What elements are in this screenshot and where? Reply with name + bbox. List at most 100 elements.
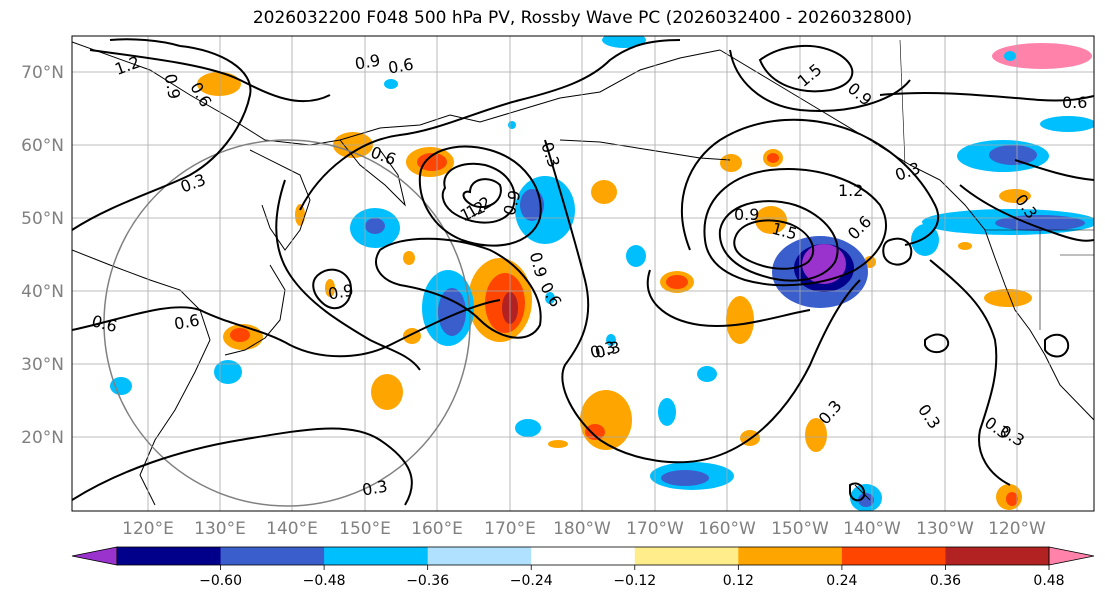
anomaly-neg-15	[658, 398, 676, 426]
colorbar-over-arrow	[1048, 546, 1095, 566]
lat-label: 60°N	[21, 136, 64, 156]
coast-aleutians	[559, 139, 731, 161]
anomaly-pos-1	[197, 72, 241, 96]
anomaly-pos-7b	[585, 424, 605, 440]
coast-siberia	[72, 41, 721, 146]
colorbar-tick-label: −0.36	[406, 573, 449, 589]
contour-9	[312, 268, 352, 310]
contour-label: 0.9	[327, 280, 355, 303]
anomaly-neg-11b	[858, 493, 874, 507]
anomaly-pos-10	[726, 296, 754, 344]
colorbar-segment	[945, 547, 1050, 565]
colorbar-frame	[116, 546, 1050, 566]
anomaly-neg-17	[515, 419, 541, 437]
lon-label: 170°E	[484, 519, 536, 539]
contour-26	[849, 482, 866, 502]
colorbar-segment	[634, 547, 739, 565]
contour-label: 0.9	[353, 50, 381, 73]
contour-label: 0.9	[734, 205, 759, 224]
contour-23	[882, 237, 913, 266]
contour-16	[681, 118, 940, 251]
lon-label: 150°W	[771, 519, 829, 539]
contour-2	[89, 49, 331, 103]
anomaly-pos-26	[295, 204, 305, 226]
lon-label: 120°W	[988, 519, 1046, 539]
coast-okhotsk	[249, 149, 311, 251]
coast-japan	[224, 264, 286, 356]
contour-17	[647, 269, 811, 327]
contour-6	[418, 145, 542, 247]
lon-label: 160°E	[411, 519, 463, 539]
lat-label: 70°N	[21, 63, 64, 83]
anomaly-neg-12	[214, 360, 242, 384]
contour-12	[544, 139, 861, 464]
anomaly-neg-16	[697, 366, 717, 382]
contour-label: 0.6	[173, 310, 201, 333]
lon-label: 140°E	[266, 519, 318, 539]
lon-label: 180°W	[553, 519, 611, 539]
contour-21	[959, 184, 1094, 242]
contour-label: 0.6	[1062, 93, 1087, 112]
contour-19	[729, 49, 911, 112]
contour-label: 0.9	[161, 72, 184, 100]
lon-label: 140°W	[843, 519, 901, 539]
colorbar-segment	[324, 547, 429, 565]
lon-label: 150°E	[339, 519, 391, 539]
anomaly-pos-6	[371, 374, 403, 410]
colorbar-tick-label: 0.24	[826, 573, 857, 589]
anomaly-pos-12b	[767, 153, 779, 163]
colorbar-tick-label: −0.24	[510, 573, 553, 589]
lon-label: 130°W	[916, 519, 974, 539]
colorbar-segment	[427, 547, 532, 565]
anomaly-pos-16	[984, 289, 1032, 307]
anomaly-pos-7	[580, 390, 632, 450]
longitude-labels: 120°E 130°E 140°E 150°E 160°E 170°E 180°…	[122, 519, 1046, 539]
contour-22	[929, 259, 1011, 486]
colorbar-tick-label: −0.60	[199, 573, 242, 589]
lat-label: 50°N	[21, 209, 64, 229]
contour-25	[1044, 333, 1070, 358]
map-frame	[71, 35, 1095, 512]
anomaly-pos-21	[958, 242, 972, 250]
map-panel: 1.2 0.9 0.6 0.3 1.2 0.9 0.6 0.3 1.5 0.9 …	[72, 36, 1094, 511]
anomaly-neg-20	[508, 121, 516, 129]
colorbar-segment	[117, 547, 222, 565]
contour-20	[879, 91, 1094, 102]
colorbar-tick-label: −0.12	[613, 573, 656, 589]
anomaly-neg-18	[384, 79, 398, 89]
contour-24	[924, 333, 950, 354]
colorbar-segment	[220, 547, 325, 565]
coast-korea-china	[72, 249, 211, 506]
anomaly-neg-1b	[365, 218, 385, 234]
contour-14	[733, 219, 815, 270]
contour-27	[1014, 159, 1094, 181]
pv-contours	[72, 38, 1094, 506]
colorbar-under-arrow	[71, 546, 118, 566]
contour-3	[72, 299, 501, 358]
lat-label: 40°N	[21, 282, 64, 302]
anomaly-neg-22	[545, 292, 555, 304]
lon-label: 170°W	[626, 519, 684, 539]
contour-13	[718, 200, 839, 282]
contour-label: 0.6	[387, 54, 415, 77]
anomaly-neg-8	[1040, 116, 1094, 132]
colorbar-tick-label: 0.48	[1033, 573, 1064, 589]
anomaly-neg-9	[602, 36, 646, 48]
contour-18	[758, 44, 854, 93]
anomaly-neg-13	[110, 377, 132, 395]
anomaly-pos-25	[548, 440, 568, 448]
pv-anomaly-shading	[110, 36, 1094, 511]
contour-11	[72, 427, 413, 506]
contour-15	[703, 168, 887, 287]
contour-10	[275, 179, 421, 371]
anomaly-pos-5b	[230, 328, 250, 342]
colorbar-segment	[531, 547, 636, 565]
colorbar-segment	[841, 547, 946, 565]
lat-label: 30°N	[21, 355, 64, 375]
anomaly-pos-22	[403, 251, 415, 265]
country-borders	[899, 39, 1094, 330]
contour-8	[375, 237, 542, 339]
contour-5	[441, 162, 516, 224]
colorbar-ticks: −0.60 −0.48 −0.36 −0.24 −0.12 0.12 0.24 0.36 0.4…	[199, 565, 1065, 589]
